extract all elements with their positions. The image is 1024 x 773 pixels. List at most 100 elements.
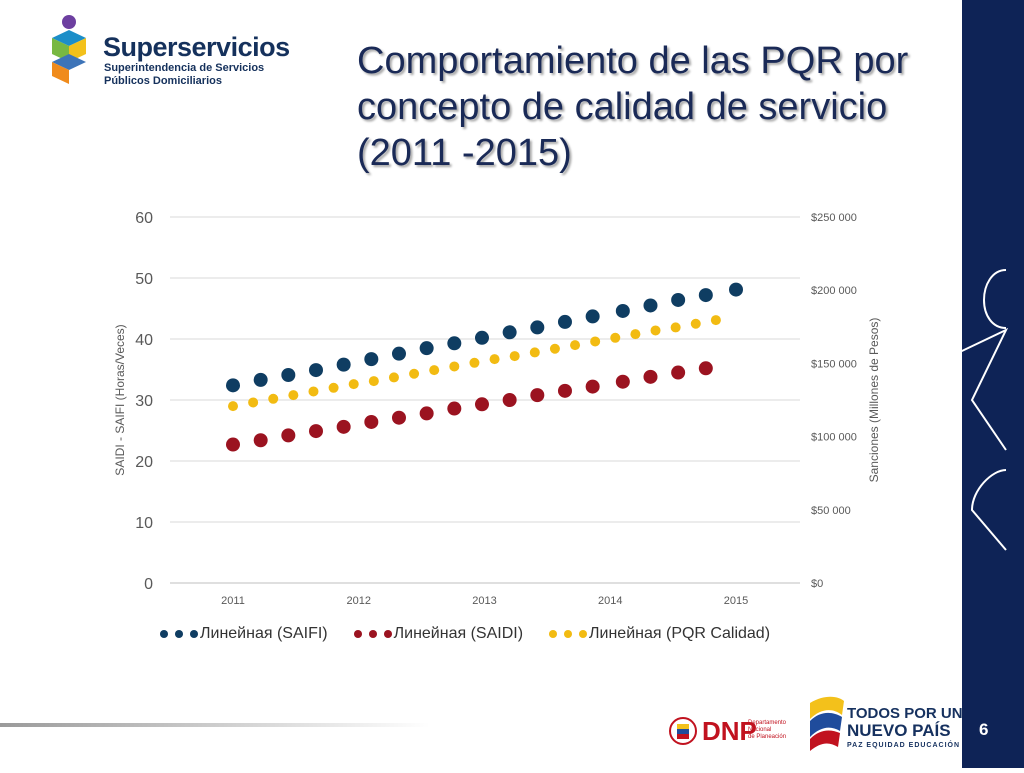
data-point-saidi [253, 433, 268, 448]
y-tick-label: 30 [135, 393, 153, 410]
logo-mark-icon [52, 15, 86, 84]
data-point-pqr [308, 386, 319, 397]
data-point-saifi [336, 357, 351, 372]
y-tick-label: 0 [144, 576, 153, 593]
data-point-saifi [281, 367, 296, 382]
data-point-pqr [610, 332, 621, 343]
logo-name: Superservicios [103, 32, 290, 62]
data-point-pqr [228, 401, 238, 412]
legend-label-saifi: Линейная (SAIFI) [200, 625, 328, 642]
y2-axis-title: Sanciones (Millones de Pesos) [867, 318, 881, 483]
data-point-saifi [557, 314, 572, 329]
data-point-saidi [615, 374, 630, 389]
data-point-saidi [364, 414, 379, 429]
data-point-saidi [391, 410, 406, 425]
data-point-pqr [328, 382, 339, 393]
data-point-saidi [474, 397, 489, 412]
data-point-pqr [670, 322, 681, 333]
data-point-saidi [419, 406, 434, 421]
title-line-1: Comportamiento de las PQR por [357, 40, 909, 82]
dnp-sub-line3: de Planeación [748, 734, 787, 740]
y2-tick-label: $0 [811, 578, 823, 590]
data-point-saifi [729, 282, 743, 297]
y-tick-label: 40 [135, 332, 153, 349]
y2-tick-label: $150 000 [811, 358, 857, 370]
y2-tick-label: $200 000 [811, 285, 857, 297]
title-line-3: (2011 -2015) [357, 132, 572, 174]
data-point-saidi [281, 428, 296, 443]
data-point-saifi [671, 292, 686, 307]
data-point-saidi [671, 365, 686, 380]
data-point-pqr [368, 376, 379, 387]
data-point-saidi [643, 369, 658, 384]
y-tick-label: 50 [135, 271, 153, 288]
footer-divider [0, 723, 430, 727]
title-line-2: concepto de calidad de servicio [357, 86, 888, 128]
data-point-pqr [529, 347, 540, 358]
dnp-logo: DNP Departamento Nacional de Planeación [668, 714, 788, 748]
data-point-pqr [630, 329, 641, 340]
data-point-saidi [308, 424, 323, 439]
data-point-saifi [474, 330, 489, 345]
data-point-pqr [690, 318, 701, 329]
data-point-saidi [530, 388, 545, 403]
legend-marker-saifi [160, 630, 198, 638]
superservicios-logo: Superservicios Superintendencia de Servi… [48, 12, 290, 88]
x-tick-label: 2015 [724, 595, 748, 607]
colombia-shield-icon [669, 717, 697, 745]
x-tick-label: 2012 [347, 595, 371, 607]
data-point-saidi [336, 419, 351, 434]
data-point-pqr [570, 340, 581, 351]
data-point-saifi [226, 378, 240, 393]
data-point-saifi [253, 372, 268, 387]
data-point-pqr [348, 379, 359, 390]
data-point-pqr [429, 365, 440, 376]
data-point-saidi [557, 383, 572, 398]
y-tick-label: 10 [135, 515, 153, 532]
y2-tick-label: $250 000 [811, 212, 857, 224]
x-tick-label: 2014 [598, 595, 622, 607]
data-point-saifi [364, 352, 379, 367]
data-point-pqr [509, 351, 520, 362]
decorative-line-art [921, 269, 1009, 551]
data-point-pqr [409, 368, 420, 379]
dnp-sub-line1: Departamento [748, 720, 787, 726]
legend-item-saidi: Линейная (SAIDI) [353, 625, 523, 643]
data-point-pqr [590, 336, 601, 347]
dnp-label: DNP [702, 716, 757, 746]
todos-por-un-nuevo-pais-logo: TODOS POR UN NUEVO PAÍS PAZ EQUIDAD EDUC… [806, 693, 963, 753]
data-point-saifi [643, 298, 658, 313]
legend-swatch-pqr [549, 630, 558, 638]
legend-label-pqr: Линейная (PQR Calidad) [589, 625, 771, 642]
chart-legend: Линейная (SAIFI) Линейная (SAIDI) Линейн… [160, 622, 796, 646]
legend-item-pqr: Линейная (PQR Calidad) [549, 625, 770, 643]
data-point-saifi [698, 288, 713, 303]
scatter-chart: 0 10 20 30 40 50 60 $0 $50 000 $100 000 $150 000 $2… [113, 210, 881, 607]
legend-item-saifi: Линейная (SAIFI) [160, 625, 328, 643]
data-point-pqr [268, 393, 279, 404]
data-point-saifi [585, 309, 600, 324]
x-tick-label: 2011 [221, 595, 245, 607]
legend-marker-pqr [549, 630, 588, 638]
y-tick-label: 20 [135, 454, 153, 471]
legend-marker-saidi [353, 630, 392, 638]
slide-title: Comportamiento de las PQR por concepto d… [357, 38, 957, 176]
legend-swatch-saifi [160, 630, 168, 638]
data-point-saifi [308, 363, 323, 378]
tpun-line3: PAZ EQUIDAD EDUCACIÓN [847, 742, 961, 749]
data-point-saidi [502, 393, 517, 407]
data-point-saidi [585, 379, 600, 394]
data-point-saidi [447, 401, 462, 416]
page-number: 6 [979, 720, 989, 739]
logo-subtitle-line1: Superintendencia de Servicios [104, 62, 265, 74]
data-point-pqr [469, 357, 480, 368]
y2-tick-label: $100 000 [811, 432, 857, 444]
data-point-saidi [226, 437, 240, 452]
right-decorative-bar [921, 0, 1024, 768]
data-point-pqr [549, 343, 560, 354]
dnp-sub-line2: Nacional [748, 727, 772, 733]
dnp-subtitle: Departamento Nacional de Planeación [748, 720, 786, 741]
data-point-saidi [698, 361, 713, 376]
y-tick-label: 60 [135, 210, 153, 227]
data-point-saifi [502, 325, 517, 340]
